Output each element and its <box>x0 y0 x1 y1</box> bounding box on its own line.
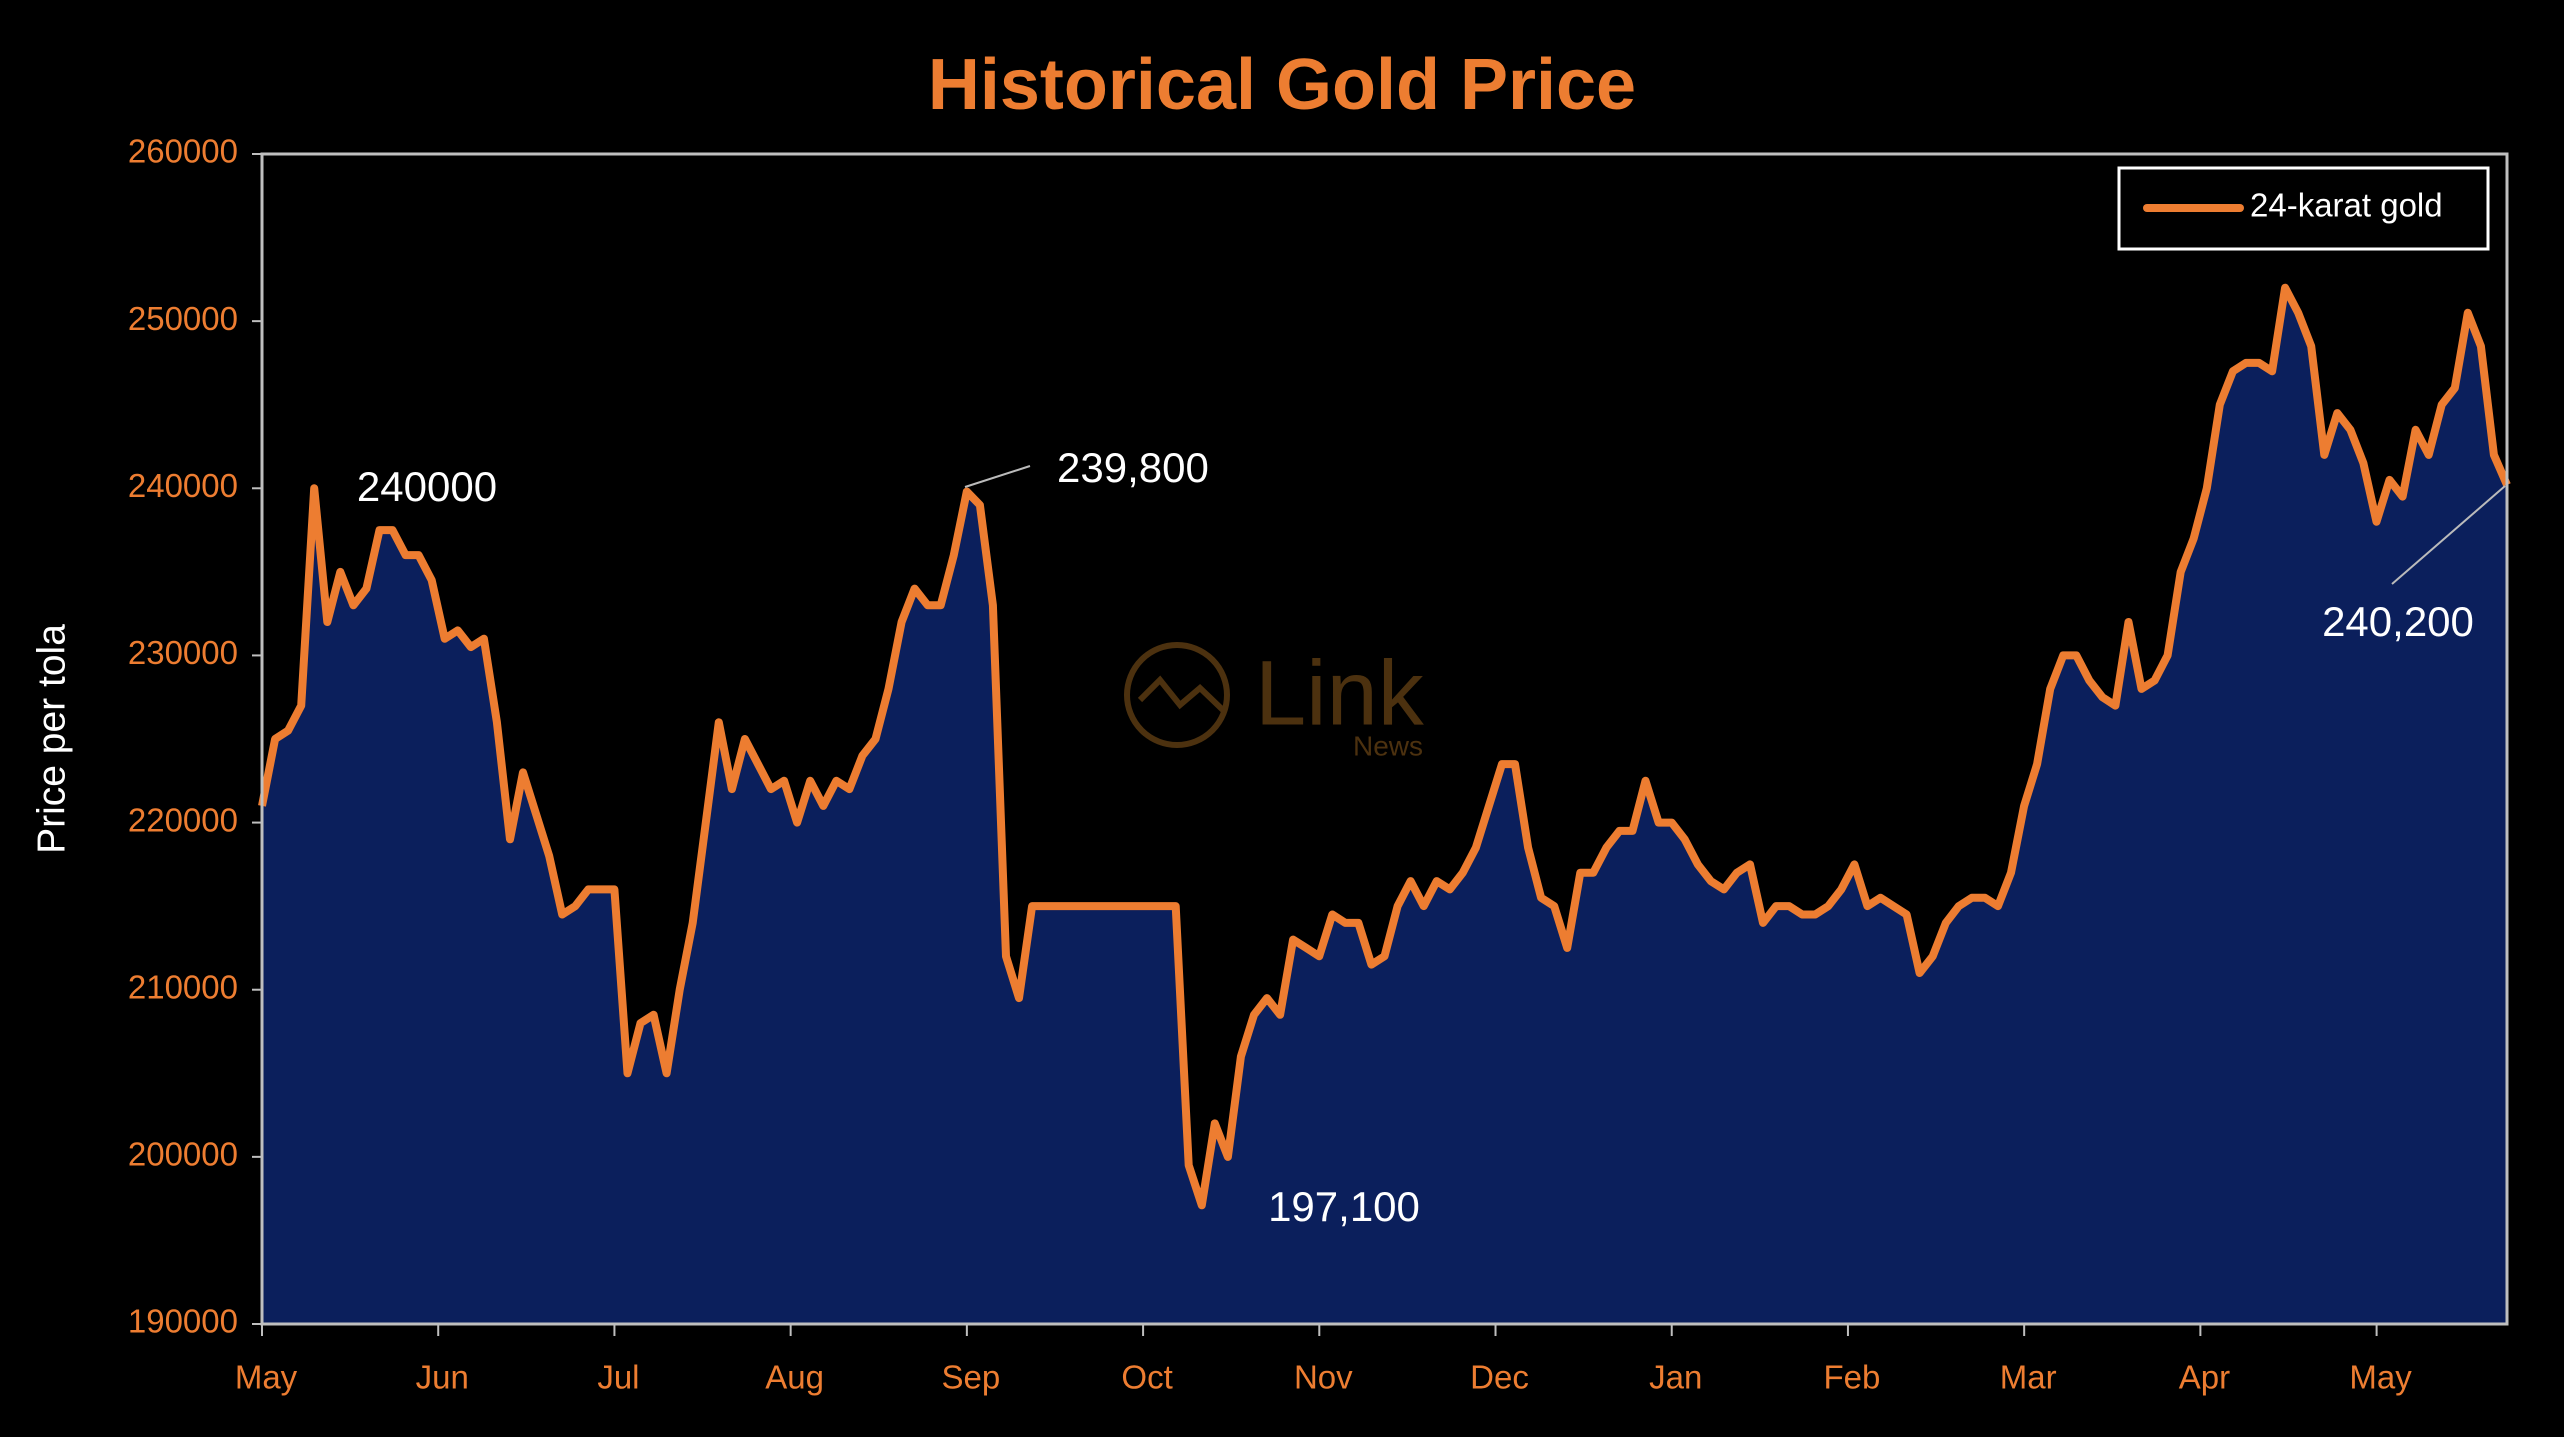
x-tick-label: Jan <box>1649 1359 1702 1396</box>
y-tick-label: 250000 <box>128 300 238 337</box>
plot-area: 190000 200000 210000 220000 230000 240000 2500… <box>128 133 2511 1396</box>
y-axis-label: Price per tola <box>30 624 73 854</box>
x-tick-label: Sep <box>942 1359 1001 1396</box>
x-tick-label: Feb <box>1824 1359 1881 1396</box>
annotation-leader <box>2391 485 2506 585</box>
x-tick-label: Dec <box>1470 1359 1529 1396</box>
annotations: 240000 239,800 197,100 240,200 <box>357 444 2506 1230</box>
x-tick-label: Aug <box>765 1359 824 1396</box>
y-tick-label: 210000 <box>128 968 238 1005</box>
watermark-logo <box>1124 642 1230 748</box>
y-tick-label: 200000 <box>128 1136 238 1173</box>
watermark-text: Link <box>1255 642 1425 744</box>
x-tick-label: Oct <box>1121 1359 1172 1396</box>
chart-title: Historical Gold Price <box>928 45 1636 125</box>
plot-frame <box>260 152 2509 1326</box>
legend: 24-karat gold <box>2117 166 2490 251</box>
x-tick-label: Jul <box>597 1359 639 1396</box>
x-tick-label: Mar <box>2000 1359 2057 1396</box>
x-tick-label: Nov <box>1294 1359 1353 1396</box>
watermark-subtext: News <box>1353 730 1423 761</box>
annotation: 240000 <box>357 463 497 510</box>
legend-label: 24-karat gold <box>2250 187 2443 224</box>
annotation-leader <box>964 465 1031 488</box>
y-tick-label: 260000 <box>128 133 238 170</box>
annotation: 197,100 <box>1268 1183 1420 1230</box>
line <box>258 283 2511 1210</box>
area <box>262 287 2507 1325</box>
watermark-logo-line <box>1137 675 1228 715</box>
annotation: 239,800 <box>1057 444 1209 491</box>
x-tick-label: May <box>2349 1359 2412 1396</box>
y-tick-label: 240000 <box>128 467 238 504</box>
x-tick-label: May <box>235 1359 298 1396</box>
x-tick-label: Jun <box>416 1359 469 1396</box>
annotation: 240,200 <box>2322 598 2474 645</box>
watermark: Link News <box>1124 642 1425 761</box>
x-tick-label: Apr <box>2179 1359 2230 1396</box>
y-tick-label: 220000 <box>128 801 238 838</box>
y-tick-label: 230000 <box>128 634 238 671</box>
y-tick-label: 190000 <box>128 1303 238 1340</box>
